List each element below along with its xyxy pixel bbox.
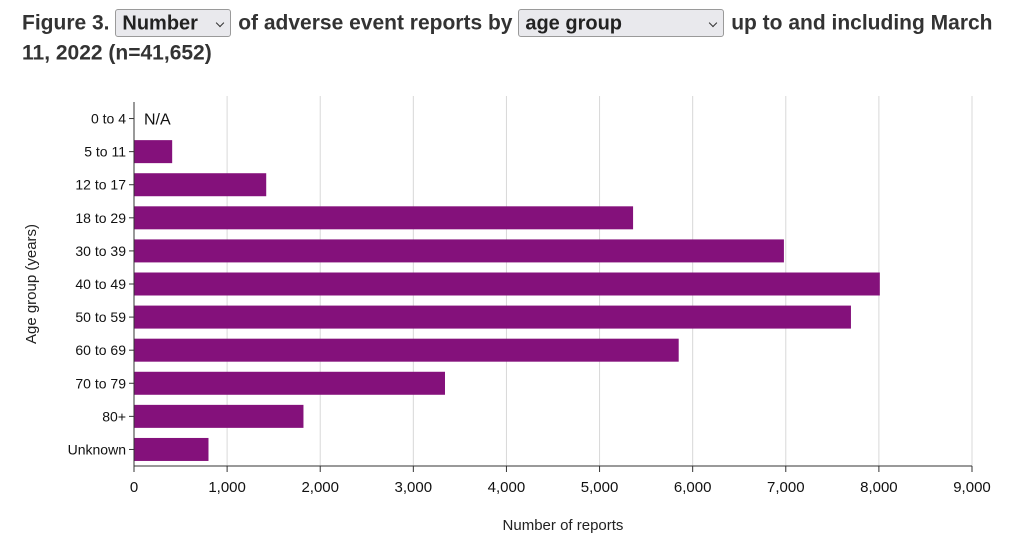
x-axis-title: Number of reports	[503, 517, 624, 534]
bar[interactable]	[134, 140, 173, 164]
x-tick-label: 5,000	[581, 479, 619, 496]
x-tick-label: 4,000	[488, 479, 526, 496]
x-tick-label: 3,000	[395, 479, 433, 496]
title-suffix-text: up to and including March 11, 2022 (n=41…	[22, 11, 993, 65]
x-tick-label: 6,000	[674, 479, 712, 496]
y-category-label: 60 to 69	[75, 342, 126, 358]
group-select-value: age group	[525, 13, 623, 36]
na-label: N/A	[144, 112, 171, 129]
bar[interactable]	[134, 173, 267, 197]
metric-select-value: Number	[122, 13, 198, 36]
x-tick-label: 8,000	[860, 479, 898, 496]
y-axis-categories: 0 to 4 5 to 11 12 to 17 18 to 29 30 to 39 40 …	[68, 111, 134, 457]
bar[interactable]	[134, 305, 851, 329]
bar[interactable]	[134, 272, 880, 296]
bar[interactable]	[134, 437, 209, 461]
x-tick-label: 0	[130, 479, 138, 496]
y-category-label: 18 to 29	[75, 210, 126, 226]
y-category-label: 40 to 49	[75, 276, 126, 292]
figure-title: Figure 3. Number of adverse event report…	[22, 8, 1012, 69]
bar[interactable]	[134, 404, 304, 428]
x-tick-label: 9,000	[953, 479, 991, 496]
y-category-label: 80+	[102, 408, 126, 424]
x-tick-label: 7,000	[767, 479, 805, 496]
x-tick-label: 2,000	[301, 479, 339, 496]
figure-number: Figure 3.	[22, 11, 110, 35]
bar[interactable]	[134, 239, 784, 263]
y-category-label: 0 to 4	[91, 111, 126, 127]
y-category-label: Unknown	[68, 441, 126, 457]
y-category-label: 70 to 79	[75, 375, 126, 391]
x-axis-ticks: 0 1,000 2,000 3,000 4,000 5,000 6,000 7,000 8,00…	[130, 466, 991, 496]
metric-select[interactable]: Number	[115, 9, 232, 38]
x-tick-label: 1,000	[208, 479, 246, 496]
y-category-label: 30 to 39	[75, 243, 126, 259]
bar[interactable]	[134, 338, 679, 362]
y-category-label: 50 to 59	[75, 309, 126, 325]
bars: N/A	[134, 112, 880, 461]
title-middle-text: of adverse event reports by	[238, 11, 513, 35]
group-by-select[interactable]: age group	[518, 9, 725, 38]
bar[interactable]	[134, 206, 634, 230]
y-axis-title: Age group (years)	[23, 224, 40, 344]
y-category-label: 5 to 11	[84, 144, 126, 160]
bar[interactable]	[134, 371, 445, 395]
y-category-label: 12 to 17	[75, 177, 126, 193]
